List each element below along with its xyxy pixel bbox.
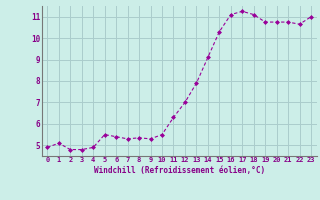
X-axis label: Windchill (Refroidissement éolien,°C): Windchill (Refroidissement éolien,°C) — [94, 166, 265, 175]
